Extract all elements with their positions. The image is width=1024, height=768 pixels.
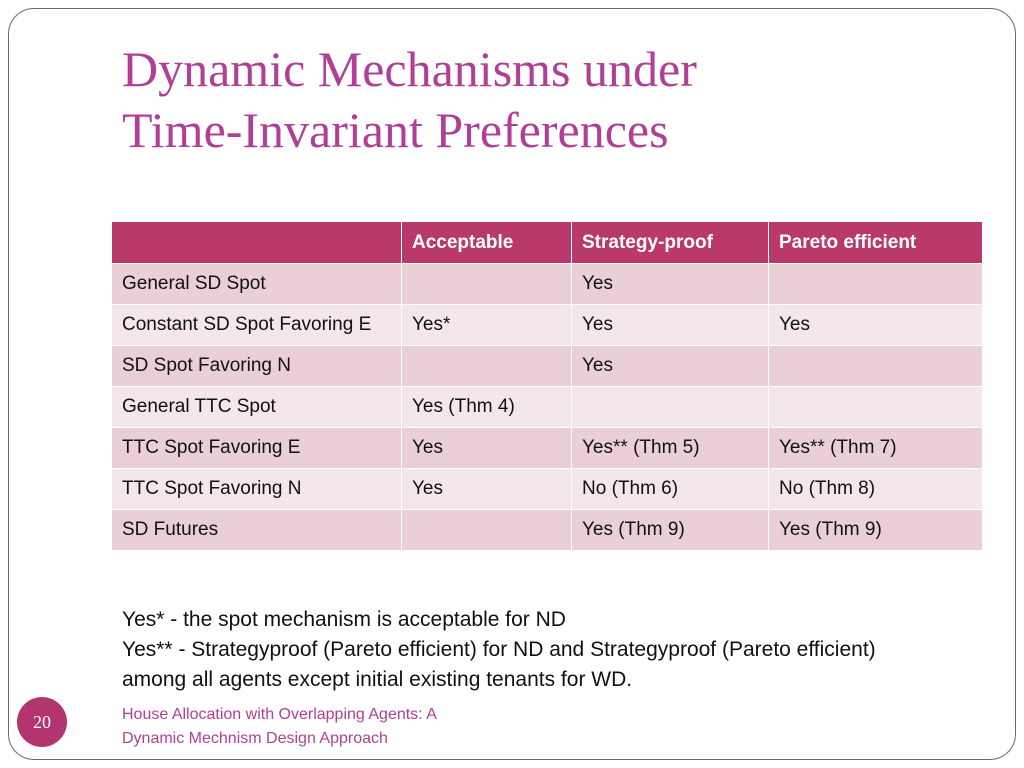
mechanism-cell: General TTC Spot [111, 386, 402, 428]
slide-title: Dynamic Mechanisms under Time-Invariant … [122, 39, 1002, 161]
table-row: General SD Spot Yes [111, 263, 983, 305]
table-row: General TTC Spot Yes (Thm 4) [111, 386, 983, 428]
strategy-proof-cell: Yes (Thm 9) [571, 509, 769, 551]
mechanism-cell: TTC Spot Favoring N [111, 468, 402, 510]
table-row: Constant SD Spot Favoring E Yes* Yes Yes [111, 304, 983, 346]
strategy-proof-cell: Yes [571, 304, 769, 346]
strategy-proof-cell: Yes** (Thm 5) [571, 427, 769, 469]
mechanism-cell: SD Futures [111, 509, 402, 551]
header-cell-mechanism [111, 221, 402, 264]
strategy-proof-cell: Yes [571, 263, 769, 305]
acceptable-cell: Yes* [401, 304, 572, 346]
mechanism-cell: Constant SD Spot Favoring E [111, 304, 402, 346]
pareto-efficient-cell: No (Thm 8) [768, 468, 983, 510]
pareto-efficient-cell: Yes** (Thm 7) [768, 427, 983, 469]
pareto-efficient-cell [768, 386, 983, 428]
strategy-proof-cell: Yes [571, 345, 769, 387]
acceptable-cell: Yes [401, 427, 572, 469]
footnote-double-star: Yes** - Strategyproof (Pareto efficient)… [122, 638, 876, 691]
acceptable-cell [401, 263, 572, 305]
table-row: TTC Spot Favoring E Yes Yes** (Thm 5) Ye… [111, 427, 983, 469]
header-cell-strategy-proof: Strategy-proof [571, 221, 769, 264]
slide: Dynamic Mechanisms under Time-Invariant … [8, 8, 1016, 760]
table-row: SD Futures Yes (Thm 9) Yes (Thm 9) [111, 509, 983, 551]
strategy-proof-cell: No (Thm 6) [571, 468, 769, 510]
mechanism-cell: General SD Spot [111, 263, 402, 305]
acceptable-cell [401, 345, 572, 387]
footnote-single-star: Yes* - the spot mechanism is acceptable … [122, 608, 566, 631]
header-cell-pareto-efficient: Pareto efficient [768, 221, 983, 264]
footer-citation: House Allocation with Overlapping Agents… [122, 703, 437, 751]
acceptable-cell: Yes (Thm 4) [401, 386, 572, 428]
strategy-proof-cell [571, 386, 769, 428]
acceptable-cell: Yes [401, 468, 572, 510]
mechanism-cell: SD Spot Favoring N [111, 345, 402, 387]
mechanism-properties-table: Acceptable Strategy-proof Pareto efficie… [111, 221, 983, 551]
acceptable-cell [401, 509, 572, 551]
page-number: 20 [33, 711, 51, 732]
header-cell-acceptable: Acceptable [401, 221, 572, 264]
table-header-row: Acceptable Strategy-proof Pareto efficie… [111, 221, 983, 264]
mechanism-cell: TTC Spot Favoring E [111, 427, 402, 469]
pareto-efficient-cell: Yes (Thm 9) [768, 509, 983, 551]
pareto-efficient-cell [768, 263, 983, 305]
footer-line: House Allocation with Overlapping Agents… [122, 706, 437, 723]
slide-title-line: Dynamic Mechanisms under [122, 41, 697, 97]
footnotes: Yes* - the spot mechanism is acceptable … [122, 605, 922, 695]
pareto-efficient-cell [768, 345, 983, 387]
pareto-efficient-cell: Yes [768, 304, 983, 346]
footer-line: Dynamic Mechnism Design Approach [122, 730, 388, 747]
table-row: SD Spot Favoring N Yes [111, 345, 983, 387]
page-number-badge: 20 [17, 697, 67, 747]
table-row: TTC Spot Favoring N Yes No (Thm 6) No (T… [111, 468, 983, 510]
slide-title-line: Time-Invariant Preferences [122, 102, 669, 158]
